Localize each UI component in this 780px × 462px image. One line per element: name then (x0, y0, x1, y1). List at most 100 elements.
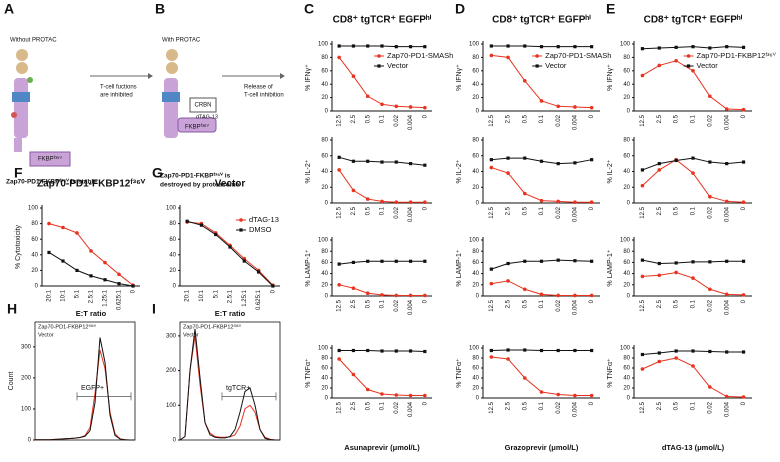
y-tick-label: 60 (472, 153, 479, 159)
point (674, 45, 678, 49)
point (394, 393, 399, 397)
point (408, 162, 413, 166)
point (337, 262, 341, 266)
x-tick-label: 0.5 (365, 206, 371, 215)
y-tick-label: 0 (627, 294, 631, 300)
x-tick-label: 0.5 (522, 401, 528, 410)
y-tick-label: 100 (469, 346, 480, 352)
y-tick-label: 20 (321, 386, 328, 392)
point (423, 259, 427, 263)
y-tick-label: 0 (325, 396, 329, 402)
panel-label: A (4, 1, 14, 17)
point (556, 392, 561, 397)
y-tick-label: 20 (472, 185, 479, 191)
point (640, 73, 645, 78)
panel-label: B (155, 1, 165, 17)
x-tick-label: 2.5 (351, 299, 357, 308)
series-line (642, 159, 744, 203)
y-tick-label: 100 (620, 238, 631, 244)
point (394, 104, 399, 109)
point (523, 44, 527, 48)
point (89, 249, 93, 253)
y-axis-label: % LAMP-1⁺ (607, 249, 614, 286)
point (365, 291, 370, 296)
y-tick-label: 0 (173, 438, 177, 444)
point (506, 156, 510, 160)
point (271, 284, 275, 288)
y-axis-label: % IFNγ⁺ (305, 64, 312, 91)
y-tick-label: 0 (476, 294, 480, 300)
x-tick-label: 0.02 (707, 206, 713, 218)
point (674, 270, 678, 275)
x-tick-label: 0.1 (380, 299, 386, 308)
point (573, 105, 577, 109)
series-line (491, 356, 592, 396)
y-tick-label: 0 (476, 109, 480, 115)
point (394, 293, 399, 298)
legend-marker (535, 54, 539, 58)
y-tick-label: 100 (469, 238, 480, 244)
point (351, 44, 356, 48)
y-tick-label: 100 (28, 206, 39, 212)
panel-label: I (152, 301, 156, 317)
point (408, 349, 413, 353)
x-tick-label: 0.1 (380, 401, 386, 410)
point (674, 356, 678, 360)
x-tick-label: 0 (589, 114, 595, 118)
y-tick-label: 80 (321, 249, 328, 255)
point (640, 352, 645, 357)
caption: Zap70-PD1-FKBPᶠ³⁶ⱽ is (160, 172, 231, 180)
point (408, 393, 413, 398)
point (708, 160, 712, 164)
point (589, 293, 594, 298)
y-axis-label: % TNFα⁺ (456, 358, 463, 388)
y-axis-label: % LAMP-1⁺ (305, 249, 312, 286)
y-tick-label: 80 (623, 356, 630, 362)
point (489, 281, 494, 286)
point (506, 55, 510, 60)
point (366, 159, 370, 163)
point (640, 274, 645, 279)
y-tick-label: 40 (321, 82, 328, 88)
x-tick-label: 0.004 (408, 299, 414, 315)
point (380, 392, 384, 396)
point (741, 395, 746, 399)
x-tick-label: 0 (589, 206, 595, 210)
y-tick-label: 0 (325, 294, 329, 300)
x-tick-label: 0.1 (691, 299, 697, 308)
y-tick-label: 0 (476, 396, 480, 402)
y-tick-label: 20 (623, 282, 630, 288)
y-tick-label: 60 (31, 237, 38, 243)
point (394, 349, 398, 353)
histogram-curve (35, 337, 135, 441)
point (506, 357, 510, 361)
point (423, 200, 427, 205)
y-tick-label: 0 (325, 109, 329, 115)
point (366, 348, 370, 353)
point (506, 171, 510, 175)
point (691, 69, 695, 73)
x-tick-label: 0 (741, 206, 747, 210)
y-tick-label: 20 (623, 185, 630, 191)
y-tick-label: 100 (166, 403, 177, 409)
y-tick-label: 0 (173, 284, 177, 290)
y-tick-label: 40 (321, 271, 328, 277)
y-tick-label: 100 (620, 346, 631, 352)
legend-label: Zap70-PD1-FKBP12ᶠ³⁶ⱽ (38, 323, 97, 330)
point (337, 55, 341, 60)
point (573, 259, 577, 263)
point (539, 390, 544, 394)
point (523, 259, 527, 263)
point (573, 393, 577, 398)
x-tick-label: 0.004 (573, 299, 579, 315)
y-tick-label: 80 (623, 249, 630, 255)
point (724, 107, 729, 111)
legend-label: Zap70-PD1-SMASh (545, 51, 611, 60)
y-tick-label: 40 (472, 82, 479, 88)
point (365, 94, 370, 99)
point (590, 259, 594, 263)
point (351, 286, 356, 290)
point (657, 359, 662, 364)
y-tick-label: 100 (469, 42, 480, 48)
plot-frame (34, 321, 136, 441)
